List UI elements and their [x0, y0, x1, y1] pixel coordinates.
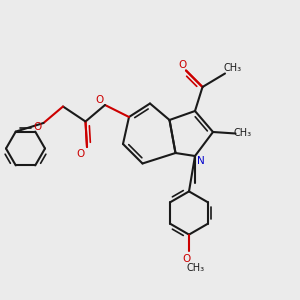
Text: O: O	[95, 94, 104, 105]
Text: N: N	[196, 156, 204, 167]
Text: O: O	[178, 60, 187, 70]
Text: CH₃: CH₃	[233, 128, 251, 139]
Text: CH₃: CH₃	[187, 262, 205, 273]
Text: O: O	[33, 122, 42, 133]
Text: O: O	[182, 254, 191, 265]
Text: O: O	[77, 148, 85, 159]
Text: CH₃: CH₃	[224, 63, 242, 73]
